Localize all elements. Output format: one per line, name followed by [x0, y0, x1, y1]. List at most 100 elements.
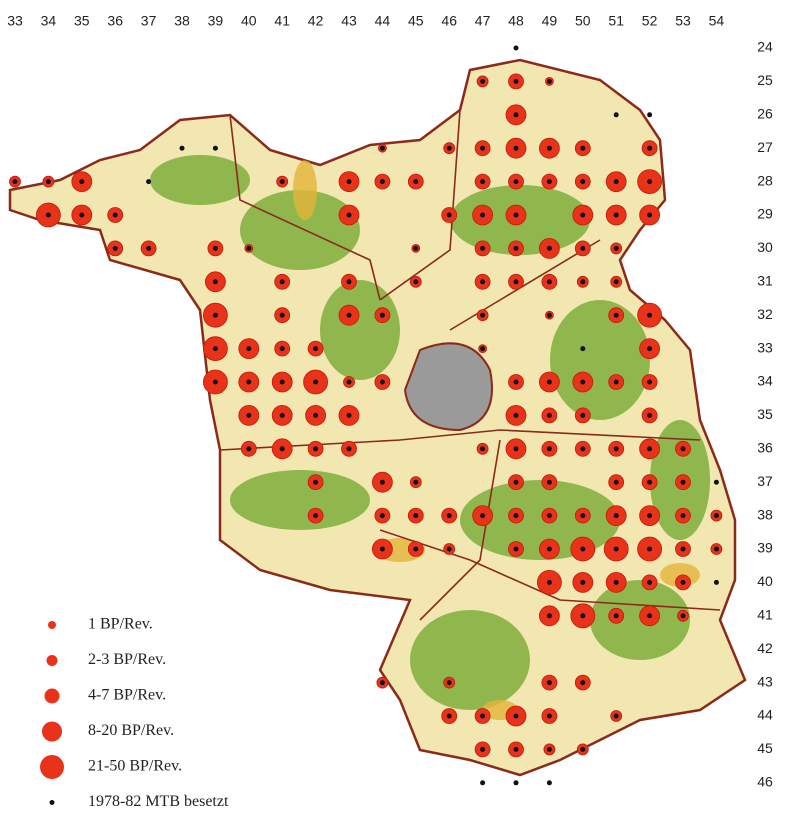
- legend-label: 1978-82 MTB besetzt: [88, 793, 229, 810]
- mtb-dot: [513, 245, 519, 251]
- column-number: 50: [575, 13, 591, 29]
- row-number: 39: [757, 540, 773, 556]
- mtb-dot: [379, 680, 385, 686]
- column-number: 38: [174, 13, 190, 29]
- row-number: 44: [757, 707, 773, 723]
- mtb-dot: [513, 78, 519, 84]
- column-number: 48: [508, 13, 524, 29]
- legend-symbol: [40, 755, 64, 779]
- mtb-dot: [580, 613, 586, 619]
- land-area: [8, 58, 747, 777]
- mtb-dot: [446, 145, 452, 151]
- mtb-dot: [446, 680, 452, 686]
- mtb-dot: [580, 412, 586, 418]
- legend-label: 8-20 BP/Rev.: [88, 722, 174, 739]
- mtb-dot: [79, 212, 85, 218]
- column-number: 52: [642, 13, 658, 29]
- row-number: 36: [757, 440, 773, 456]
- mtb-dot: [713, 546, 719, 552]
- mtb-dot: [480, 780, 486, 786]
- column-number: 46: [441, 13, 457, 29]
- legend-symbol: [48, 621, 56, 629]
- mtb-dot: [580, 546, 586, 552]
- mtb-dot: [580, 145, 586, 151]
- mtb-dot: [480, 346, 486, 352]
- mtb-dot: [546, 546, 552, 552]
- mtb-dot: [413, 546, 419, 552]
- mtb-dot: [513, 212, 519, 218]
- mtb-dot: [212, 145, 218, 151]
- mtb-dot: [413, 479, 419, 485]
- mtb-dot: [546, 446, 552, 452]
- mtb-dot: [146, 245, 152, 251]
- mtb-dot: [647, 412, 653, 418]
- row-number: 29: [757, 206, 773, 222]
- mtb-dot: [580, 579, 586, 585]
- mtb-dot: [613, 212, 619, 218]
- row-number: 33: [757, 339, 773, 355]
- mtb-dot: [580, 746, 586, 752]
- row-number: 35: [757, 406, 773, 422]
- column-number: 33: [7, 13, 23, 29]
- row-number: 27: [757, 139, 773, 155]
- mtb-dot: [613, 613, 619, 619]
- row-number: 34: [757, 373, 773, 389]
- mtb-dot: [680, 446, 686, 452]
- mtb-dot: [513, 145, 519, 151]
- mtb-dot: [480, 513, 486, 519]
- mtb-dot: [246, 379, 252, 385]
- mtb-dot: [246, 446, 252, 452]
- mtb-dot: [279, 346, 285, 352]
- row-number: 26: [757, 106, 773, 122]
- mtb-dot: [513, 446, 519, 452]
- mtb-dot: [613, 579, 619, 585]
- mtb-dot: [713, 479, 719, 485]
- mtb-dot: [513, 112, 519, 118]
- mtb-dot: [613, 279, 619, 285]
- mtb-dot: [279, 179, 285, 185]
- mtb-dot: [680, 613, 686, 619]
- legend-label: 1 BP/Rev.: [88, 616, 153, 633]
- column-number: 37: [141, 13, 157, 29]
- mtb-dot: [413, 513, 419, 519]
- mtb-dot: [313, 479, 319, 485]
- mtb-dot: [713, 579, 719, 585]
- legend-label: 4-7 BP/Rev.: [88, 687, 166, 704]
- mtb-dot: [480, 746, 486, 752]
- mtb-dot: [513, 279, 519, 285]
- mtb-dot: [580, 680, 586, 686]
- row-number: 37: [757, 473, 773, 489]
- mtb-dot: [647, 312, 653, 318]
- row-number: 38: [757, 506, 773, 522]
- mtb-dot: [580, 513, 586, 519]
- column-number: 40: [241, 13, 257, 29]
- mtb-dot: [212, 346, 218, 352]
- row-number: 31: [757, 273, 773, 289]
- mtb-dot: [413, 279, 419, 285]
- column-number: 35: [74, 13, 90, 29]
- mtb-dot: [279, 446, 285, 452]
- mtb-dot: [513, 746, 519, 752]
- mtb-dot: [346, 379, 352, 385]
- mtb-dot: [12, 179, 18, 185]
- mtb-dot: [379, 546, 385, 552]
- mtb-dot: [212, 379, 218, 385]
- row-number: 41: [757, 607, 773, 623]
- mtb-dot: [446, 513, 452, 519]
- mtb-dot: [346, 212, 352, 218]
- row-number: 28: [757, 172, 773, 188]
- column-number: 39: [208, 13, 224, 29]
- mtb-dot: [647, 379, 653, 385]
- mtb-dot: [513, 479, 519, 485]
- mtb-dot: [613, 446, 619, 452]
- row-number: 32: [757, 306, 773, 322]
- mtb-dot: [613, 479, 619, 485]
- mtb-dot: [647, 579, 653, 585]
- mtb-dot: [580, 245, 586, 251]
- mtb-dot: [613, 179, 619, 185]
- mtb-dot: [212, 279, 218, 285]
- mtb-dot: [647, 546, 653, 552]
- mtb-dot: [647, 145, 653, 151]
- column-number: 45: [408, 13, 424, 29]
